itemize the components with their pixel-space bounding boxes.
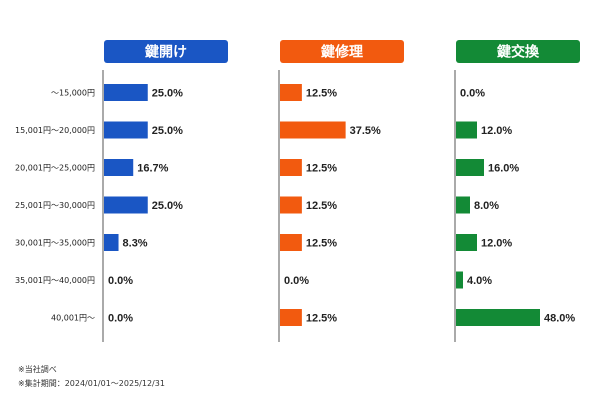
bar [456, 121, 477, 139]
data-label: 12.0% [481, 125, 512, 137]
footnote-source: ※当社調べ [18, 365, 57, 374]
footnote-period: ※集計期間：2024/01/01～2025/12/31 [18, 379, 165, 388]
data-label: 0.0% [108, 313, 133, 325]
series-header-label: 鍵修理 [321, 44, 363, 61]
data-label: 0.0% [108, 275, 133, 287]
data-label: 12.5% [306, 313, 337, 325]
bar [456, 159, 484, 176]
data-label: 25.0% [152, 125, 183, 137]
bar [104, 121, 148, 139]
bar [280, 159, 302, 176]
data-label: 16.7% [137, 163, 168, 175]
bar [280, 121, 346, 139]
category-label: 40,001円～ [51, 314, 95, 323]
data-label: 12.5% [306, 163, 337, 175]
bar [280, 84, 302, 101]
bar [456, 196, 470, 214]
category-label: 20,001円～25,000円 [15, 164, 95, 173]
series-header-label: 鍵開け [145, 44, 187, 61]
bar [456, 271, 463, 289]
data-label: 48.0% [544, 313, 575, 325]
data-label: 12.5% [306, 88, 337, 100]
data-label: 37.5% [350, 125, 381, 137]
data-label: 8.3% [123, 238, 148, 250]
bar [280, 234, 302, 251]
bar [280, 196, 302, 214]
bar [280, 309, 302, 326]
series-header [456, 40, 580, 63]
bar [104, 159, 134, 176]
bar [456, 309, 540, 326]
series-header [104, 40, 228, 63]
bar [104, 84, 148, 101]
data-label: 16.0% [488, 163, 519, 175]
data-label: 8.0% [474, 200, 499, 212]
data-label: 25.0% [152, 88, 183, 100]
data-label: 12.5% [306, 238, 337, 250]
bar [456, 234, 477, 251]
category-label: 15,001円～20,000円 [15, 126, 95, 135]
category-label: 25,001円～30,000円 [15, 201, 95, 210]
category-label: 30,001円～35,000円 [15, 239, 95, 248]
series-header [280, 40, 404, 63]
data-label: 25.0% [152, 200, 183, 212]
category-label: ～15,000円 [51, 89, 95, 98]
data-label: 12.0% [481, 238, 512, 250]
category-label: 35,001円～40,000円 [15, 276, 95, 285]
data-label: 4.0% [467, 275, 492, 287]
data-label: 12.5% [306, 200, 337, 212]
series-header-label: 鍵交換 [497, 44, 540, 61]
data-label: 0.0% [284, 275, 309, 287]
bar [104, 234, 119, 251]
data-label: 0.0% [460, 88, 485, 100]
bar [104, 196, 148, 214]
